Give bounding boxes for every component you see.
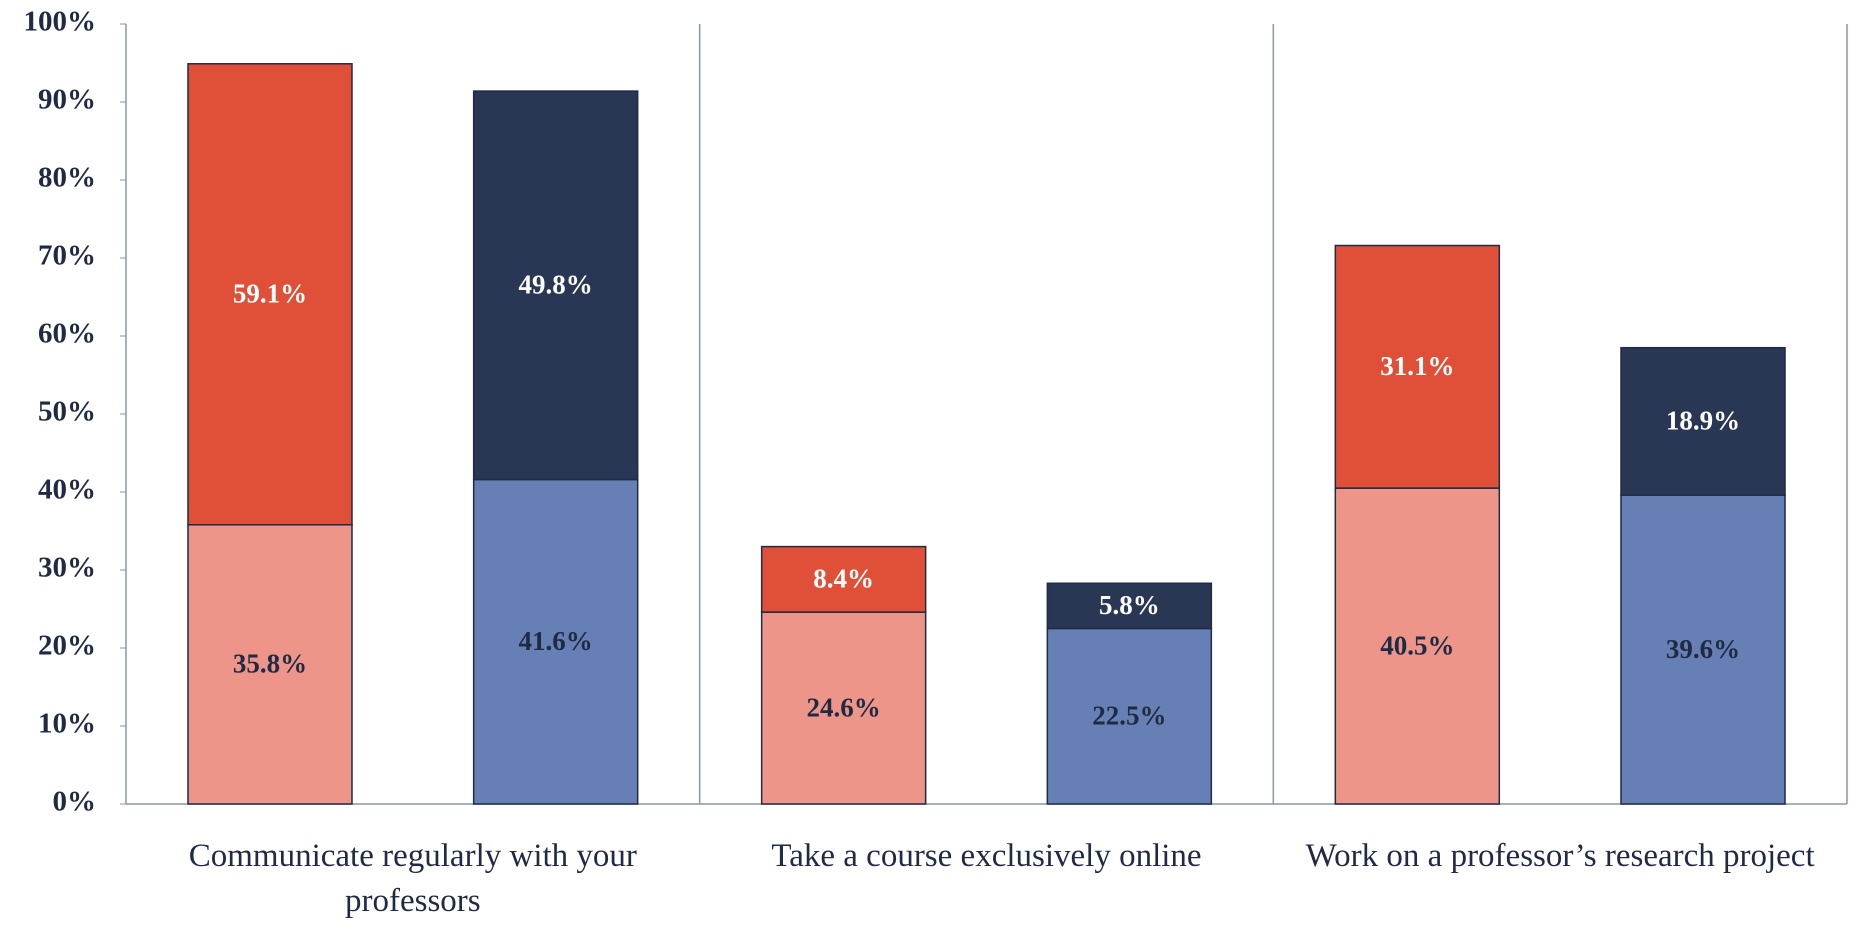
x-tick-label: Work on a professor’s research project	[1305, 838, 1815, 874]
y-tick-label: 50%	[38, 396, 96, 428]
y-tick-label: 90%	[38, 84, 96, 116]
y-tick-label: 80%	[38, 162, 96, 194]
y-tick-label: 40%	[38, 474, 96, 506]
y-tick-label: 20%	[38, 630, 96, 662]
bar-segment	[1334, 487, 1501, 805]
data-label: 40.5%	[1380, 630, 1454, 660]
bar-segment	[760, 611, 927, 805]
y-tick-label: 60%	[38, 318, 96, 350]
y-tick-label: 30%	[38, 552, 96, 584]
bar-segment	[1334, 244, 1501, 489]
bar-segment	[1620, 494, 1786, 805]
x-tick-label: Take a course exclusively online	[771, 838, 1202, 874]
data-label: 5.8%	[1099, 590, 1160, 620]
bar-segment	[1046, 582, 1213, 630]
data-label: 41.6%	[519, 626, 593, 656]
bar-segment	[472, 90, 639, 481]
y-tick-label: 0%	[53, 786, 97, 818]
x-label-box: Take a course exclusively online	[771, 838, 1202, 874]
data-label: 59.1%	[233, 278, 307, 308]
bar-segment	[187, 524, 353, 805]
data-label: 31.1%	[1380, 351, 1454, 381]
x-label-box: Work on a professor’s research project	[1305, 838, 1815, 874]
x-tick-label: Communicate regularly with your professo…	[188, 838, 637, 919]
data-label: 18.9%	[1666, 406, 1740, 436]
x-label-box: Communicate regularly with your professo…	[188, 838, 637, 919]
y-tick-label: 10%	[38, 708, 96, 740]
bar-segment	[472, 478, 639, 805]
bar-segment	[1620, 346, 1786, 496]
data-label: 22.5%	[1092, 700, 1166, 730]
data-label: 35.8%	[233, 649, 307, 679]
bar-segment	[760, 545, 927, 613]
data-label: 24.6%	[807, 692, 881, 722]
bar-segment	[187, 63, 353, 526]
y-tick-label: 100%	[24, 6, 97, 38]
data-label: 8.4%	[813, 564, 874, 594]
data-label: 39.6%	[1666, 634, 1740, 664]
bar-segment	[1046, 627, 1213, 805]
data-label: 49.8%	[519, 270, 593, 300]
y-tick-label: 70%	[38, 240, 96, 272]
